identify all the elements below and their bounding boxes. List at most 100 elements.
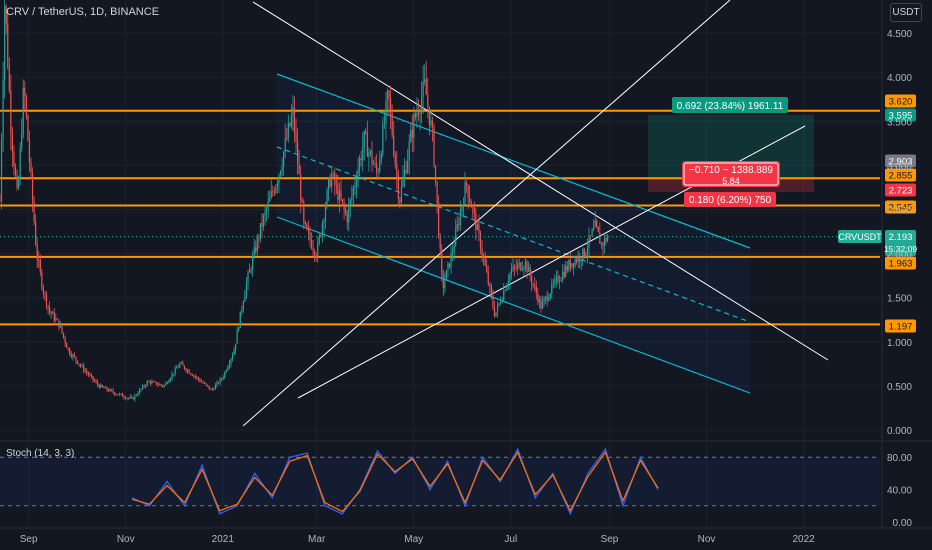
candle-body: [517, 264, 519, 269]
candle-body: [106, 387, 108, 390]
candle-body: [586, 248, 589, 254]
candle-body: [461, 206, 463, 212]
candle-body: [180, 363, 182, 364]
channel-upper-line[interactable]: [276, 73, 751, 249]
stoch-tick-label: 80.00: [887, 453, 912, 464]
candle-body: [81, 365, 83, 367]
candle-body: [69, 349, 71, 355]
candle-body: [368, 151, 370, 157]
trendline-ascending-steep[interactable]: [242, 0, 731, 427]
candle-body: [317, 242, 319, 258]
candle-body: [42, 287, 44, 294]
time-tick-label: Jul: [504, 534, 517, 545]
stoch-tick-label: 0.00: [893, 518, 913, 529]
candle-body: [33, 201, 35, 222]
candle-body: [428, 106, 430, 126]
candle-body: [134, 395, 136, 400]
candle-body: [405, 169, 407, 173]
candle-body: [154, 381, 156, 383]
candle-body: [190, 373, 192, 375]
candle-body: [546, 296, 548, 301]
candle-body: [507, 281, 509, 286]
candle-body: [383, 123, 385, 124]
candle-body: [354, 185, 356, 188]
candle-body: [515, 267, 517, 269]
candle-body: [422, 81, 424, 97]
candle-body: [441, 248, 443, 275]
time-tick-label: Sep: [20, 534, 38, 545]
candle-body: [334, 173, 336, 185]
candle-body: [360, 158, 362, 161]
candle-body: [558, 281, 561, 283]
channel-mid-line[interactable]: [276, 146, 751, 323]
candle-body: [603, 238, 606, 246]
candle-body: [78, 363, 80, 365]
candle-body: [47, 305, 49, 308]
candle-body: [521, 269, 523, 271]
candle-body: [272, 191, 274, 193]
candle-body: [448, 263, 451, 268]
candle-body: [417, 112, 420, 115]
candle-body: [185, 368, 187, 371]
candle-body: [22, 88, 24, 135]
candle-body: [256, 237, 258, 252]
candle-body: [50, 311, 52, 314]
candle-body: [591, 230, 593, 236]
candle-body: [174, 368, 176, 374]
candle-body: [453, 245, 455, 253]
candle-body: [551, 283, 553, 294]
trendline-descending[interactable]: [252, 1, 829, 361]
candle-body: [278, 174, 280, 184]
candle-body: [312, 248, 314, 251]
candle-body: [510, 269, 513, 274]
candle-body: [97, 382, 99, 385]
price-tag-label: 2.723: [889, 186, 913, 197]
candle-body: [385, 100, 387, 124]
candle-body: [286, 138, 288, 140]
candle-body: [267, 201, 269, 210]
candle-body: [264, 211, 266, 216]
candle-body: [146, 381, 148, 386]
candle-body: [18, 180, 20, 188]
candle-body: [155, 382, 158, 385]
candle-body: [576, 259, 578, 262]
candle-body: [89, 374, 91, 376]
candle-body: [101, 385, 103, 387]
candle-body: [62, 332, 65, 338]
candle-body: [290, 115, 292, 126]
candle-body: [176, 367, 178, 369]
candle-body: [171, 373, 173, 379]
tooltip-border: [683, 162, 779, 186]
candle-body: [498, 302, 500, 306]
candle-body: [514, 266, 516, 268]
candle-body: [211, 388, 213, 390]
candle-body: [145, 385, 147, 387]
candle-body: [509, 273, 511, 282]
candle-body: [444, 280, 446, 289]
candle-body: [188, 370, 190, 374]
current-price-tag: [885, 230, 916, 256]
candle-body: [427, 94, 429, 107]
grid: [0, 0, 932, 528]
candle-body: [224, 372, 226, 378]
currency-button[interactable]: USDT: [890, 3, 922, 22]
tooltip-line-1: −0.710 ~ 1388.889: [689, 165, 773, 176]
candle-body: [520, 263, 522, 270]
time-tick-label: Nov: [117, 534, 135, 545]
channel-lower-line[interactable]: [276, 216, 751, 394]
candle-body: [128, 397, 130, 399]
candle-body: [605, 238, 607, 242]
candle-body: [21, 134, 23, 148]
candle-body: [543, 298, 545, 302]
candle-body: [442, 274, 444, 289]
candle-body: [433, 126, 435, 166]
candle-body: [309, 231, 311, 241]
candle-body: [424, 79, 426, 82]
candle-body: [11, 133, 13, 152]
candle-body: [121, 393, 124, 397]
candle-body: [315, 255, 317, 258]
candle-body: [465, 182, 468, 185]
candle-body: [182, 363, 184, 366]
candle-body: [276, 183, 279, 187]
